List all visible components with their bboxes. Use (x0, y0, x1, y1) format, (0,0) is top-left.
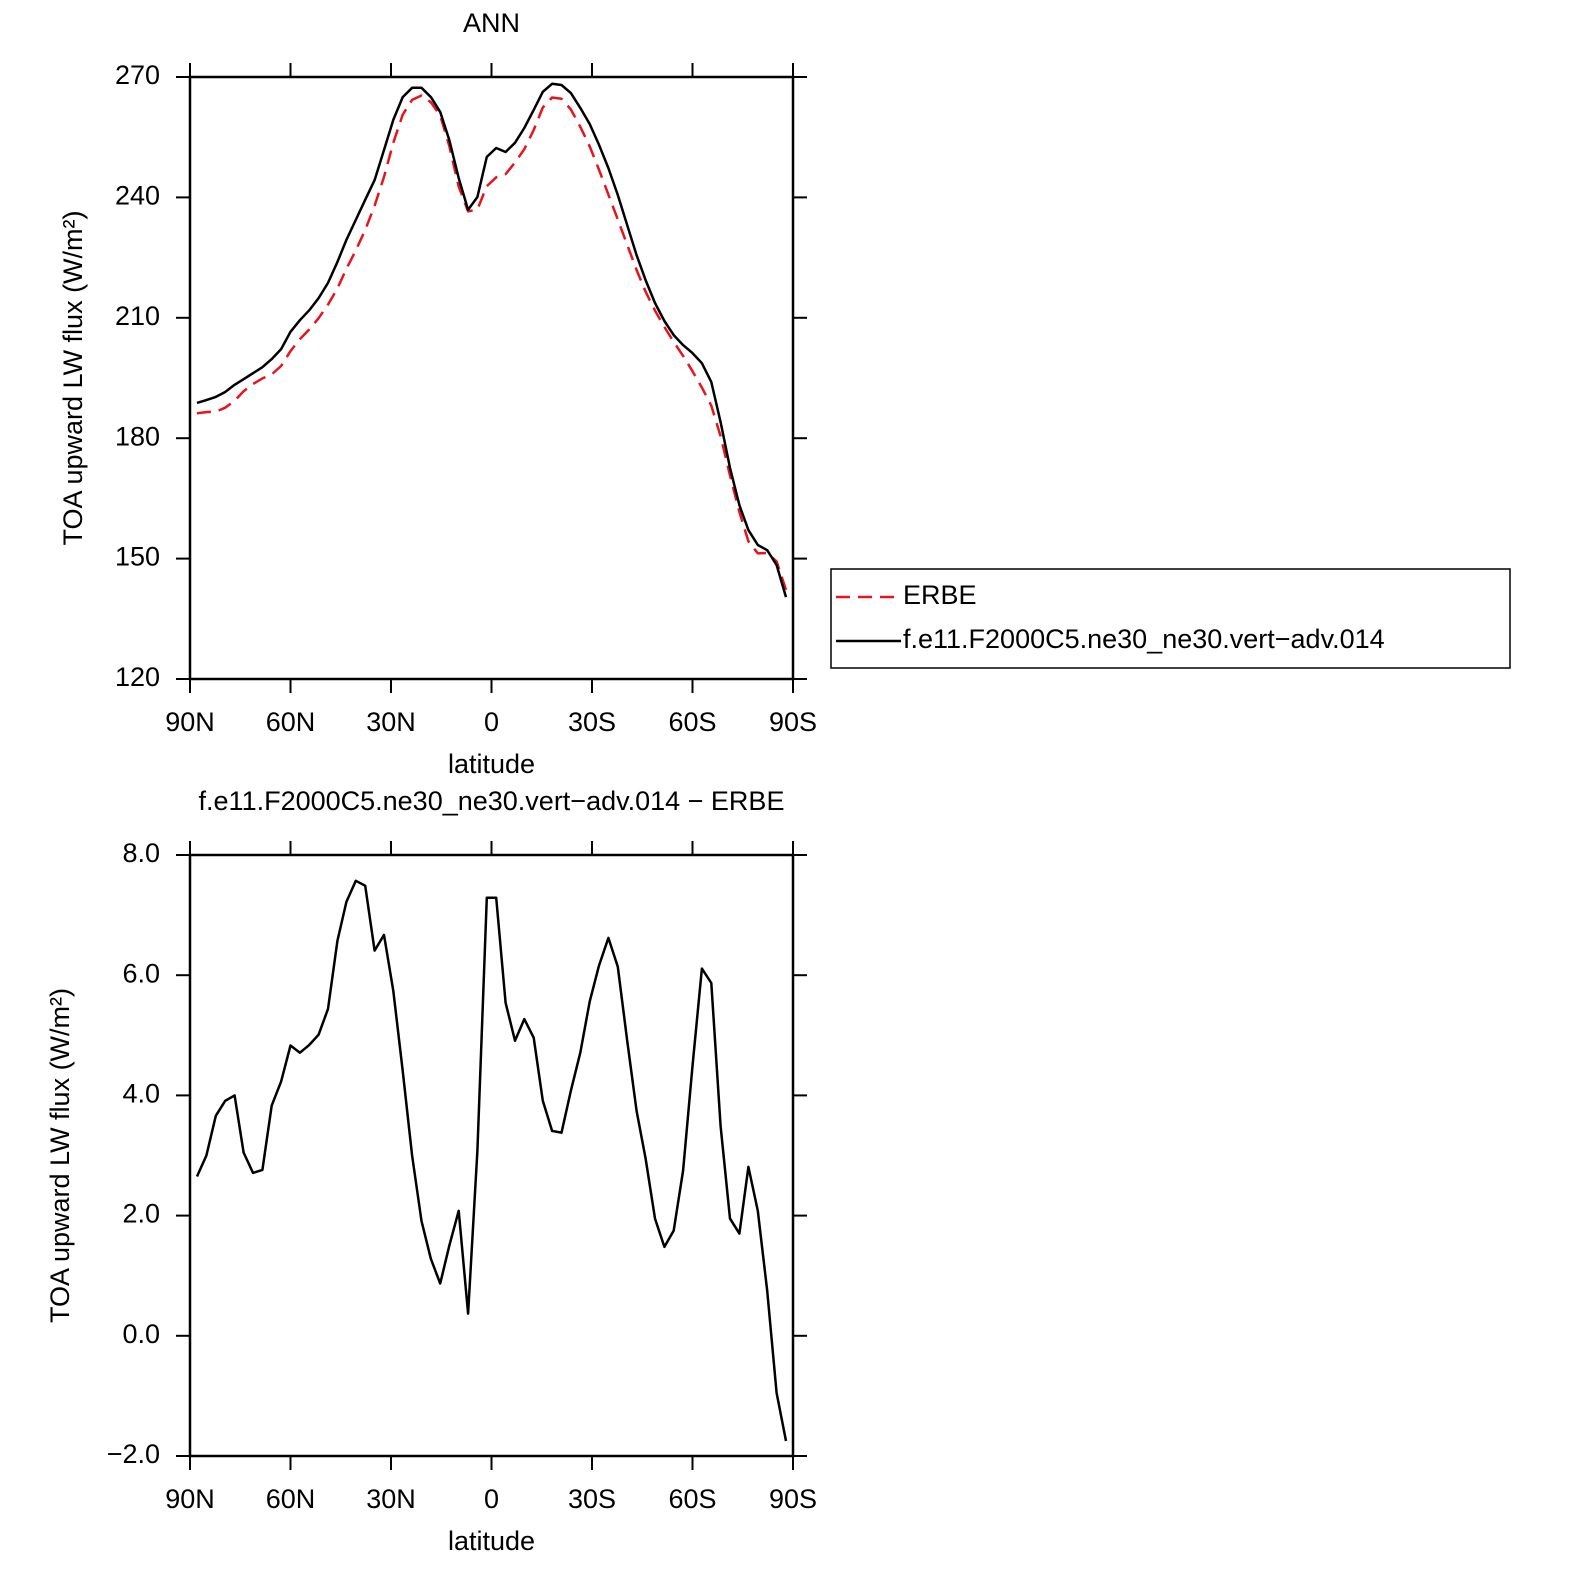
x-tick-label: 60N (266, 707, 316, 737)
y-tick-label: 4.0 (122, 1079, 160, 1109)
chart-title: ANN (463, 8, 520, 38)
x-tick-label: 90N (165, 707, 215, 737)
x-tick-label: 30S (568, 707, 616, 737)
x-tick-label: 90S (769, 707, 817, 737)
x-axis-label: latitude (448, 749, 535, 779)
legend-label: ERBE (903, 580, 977, 610)
y-tick-label: 180 (115, 421, 160, 451)
y-tick-label: −2.0 (107, 1439, 160, 1469)
series-line (195, 879, 788, 1442)
plot-frame (188, 853, 795, 1458)
x-axis-label: latitude (448, 1526, 535, 1556)
x-tick-label: 0 (484, 707, 499, 737)
y-tick-label: 240 (115, 181, 160, 211)
y-tick-label: 0.0 (122, 1319, 160, 1349)
y-tick-label: 270 (115, 60, 160, 90)
y-tick-label: 8.0 (122, 838, 160, 868)
x-tick-label: 60N (266, 1484, 316, 1514)
x-tick-label: 90N (165, 1484, 215, 1514)
x-tick-label: 60S (668, 707, 716, 737)
x-tick-label: 30N (366, 1484, 416, 1514)
x-tick-label: 0 (484, 1484, 499, 1514)
y-tick-label: 150 (115, 542, 160, 572)
plot-frame (188, 75, 795, 681)
legend-box (830, 568, 1511, 669)
y-tick-label: 6.0 (122, 958, 160, 988)
x-tick-label: 30N (366, 707, 416, 737)
x-tick-label: 30S (568, 1484, 616, 1514)
series-line (196, 94, 788, 591)
series-line (196, 82, 788, 598)
y-tick-label: 2.0 (122, 1199, 160, 1229)
legend-label: f.e11.F2000C5.ne30_ne30.vert−adv.014 (903, 624, 1385, 654)
y-tick-label: 210 (115, 301, 160, 331)
y-axis-label: TOA upward LW flux (W/m²) (58, 210, 88, 545)
x-tick-label: 90S (769, 1484, 817, 1514)
y-tick-label: 120 (115, 662, 160, 692)
chart-title: f.e11.F2000C5.ne30_ne30.vert−adv.014 − E… (199, 786, 785, 816)
y-axis-label: TOA upward LW flux (W/m²) (45, 988, 75, 1323)
x-tick-label: 60S (668, 1484, 716, 1514)
